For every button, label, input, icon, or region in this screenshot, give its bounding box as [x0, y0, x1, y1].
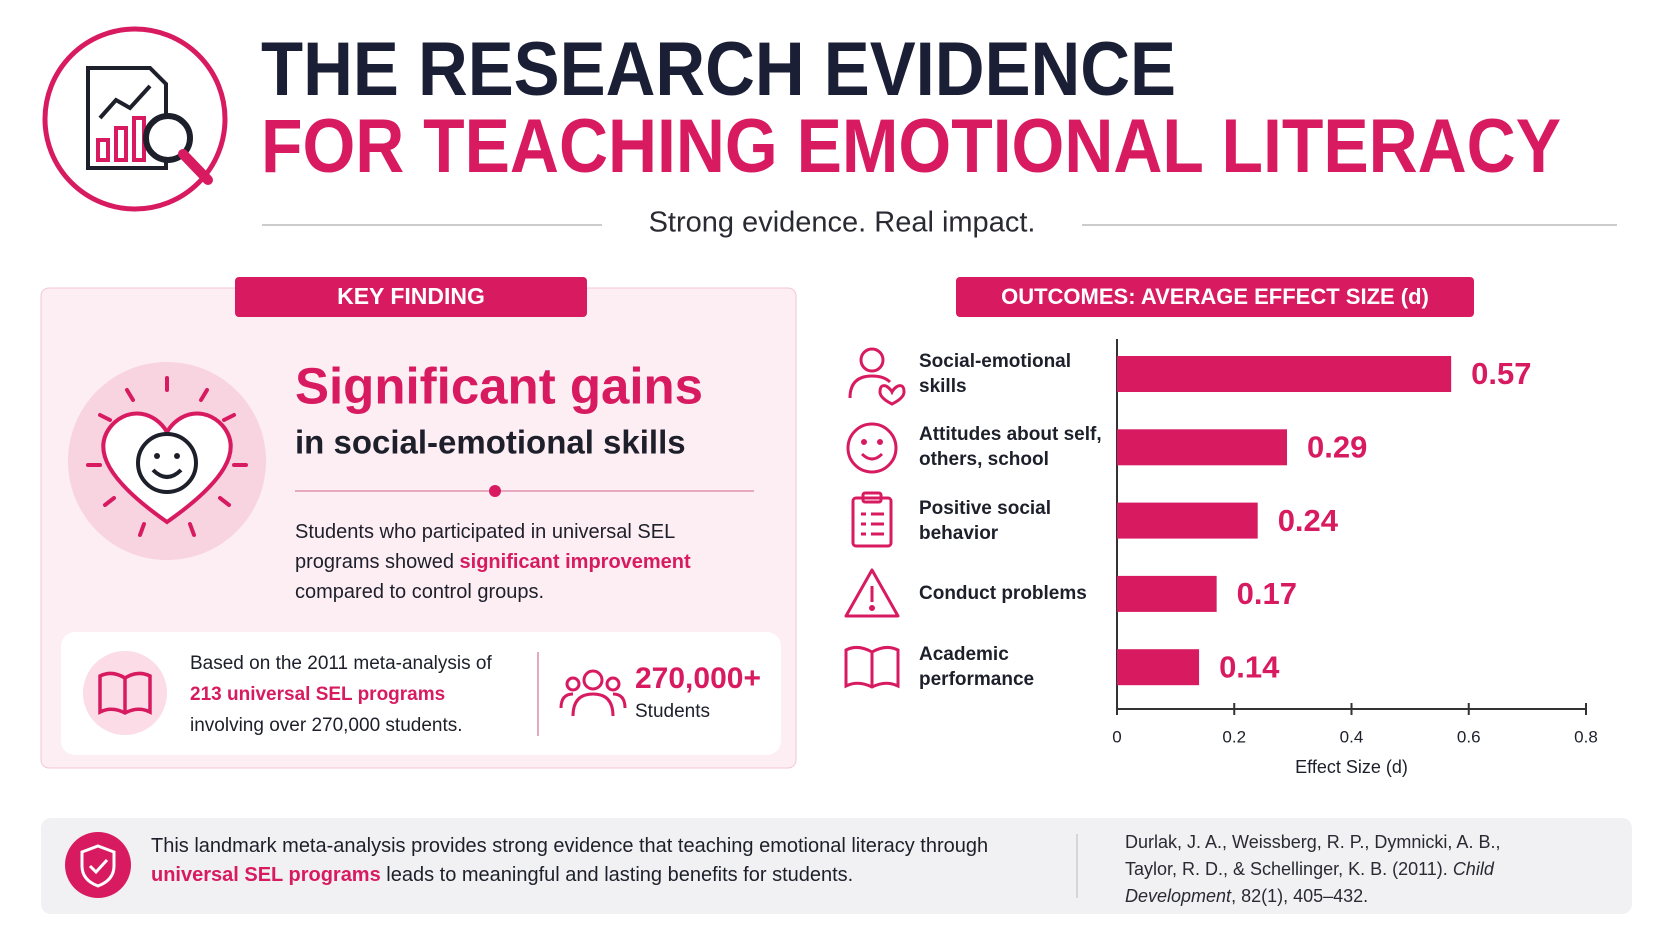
highlight: universal SEL programs [151, 864, 381, 886]
category-label: Social-emotional skills [919, 351, 1072, 397]
bar [1117, 649, 1200, 686]
category-icons [844, 347, 906, 689]
x-tick-label: 0.2 [1222, 727, 1246, 746]
bar [1117, 429, 1288, 466]
bar [1117, 502, 1258, 539]
value-label: 0.57 [1471, 356, 1531, 391]
source-card [61, 632, 781, 755]
divider-dot [489, 485, 501, 497]
bar [1117, 575, 1217, 612]
chart-title: OUTCOMES: AVERAGE EFFECT SIZE (d) [1001, 284, 1429, 309]
subheading: in social-emotional skills [295, 424, 686, 461]
text: Based on the 2011 meta-analysis of [190, 653, 492, 674]
category-label: Attitudes about self, others, school [919, 424, 1102, 471]
category-label: Academic performance [919, 644, 1035, 691]
logo-icon [86, 66, 213, 185]
x-tick-label: 0 [1112, 727, 1121, 746]
tab [956, 277, 1474, 317]
journal: Child Development [1125, 859, 1494, 906]
text: leads to meaningful and lasting benefits… [380, 864, 854, 886]
category-label: Positive social behavior [919, 497, 1052, 544]
summary: This landmark meta-analysis provides str… [151, 832, 1051, 890]
x-tick-label: 0.6 [1457, 727, 1481, 746]
stat-value: 270,000+ [635, 662, 761, 695]
title-line-2: FOR TEACHING EMOTIONAL LITERACY [261, 104, 1561, 189]
people-icon [559, 669, 627, 717]
value-label: 0.24 [1278, 503, 1339, 538]
tab-label: KEY FINDING [337, 283, 485, 309]
finding-body: Students who participated in universal S… [295, 517, 740, 607]
category-label: Conduct problems [919, 583, 1087, 605]
title-line-1: THE RESEARCH EVIDENCE [261, 27, 1176, 112]
text: , 82(1), 405–432. [1231, 886, 1369, 906]
footer-panel [41, 818, 1632, 914]
value-label: 0.17 [1237, 576, 1297, 611]
value-label: 0.14 [1219, 649, 1280, 684]
text: involving over 270,000 students. [190, 715, 463, 736]
value-label: 0.29 [1307, 429, 1367, 464]
highlight: significant improvement [459, 551, 691, 573]
tab [235, 277, 587, 317]
source-text: Based on the 2011 meta-analysis of 213 u… [190, 648, 510, 741]
stat-label: Students [635, 701, 710, 722]
text: This landmark meta-analysis provides str… [151, 835, 989, 857]
x-tick-label: 0.4 [1340, 727, 1364, 746]
text: Students who participated in universal S… [295, 521, 675, 573]
subtitle: Strong evidence. Real impact. [649, 207, 1036, 239]
book-icon [98, 671, 152, 715]
eye [174, 453, 180, 459]
smiley [136, 432, 198, 494]
citation: Durlak, J. A., Weissberg, R. P., Dymnick… [1125, 829, 1545, 910]
eye [154, 453, 160, 459]
x-tick-label: 0.8 [1574, 727, 1598, 746]
highlight: 213 universal SEL programs [190, 684, 446, 705]
heading: Significant gains [295, 357, 703, 414]
shield-badge [65, 832, 131, 898]
shield-icon [80, 844, 116, 888]
text: Durlak, J. A., Weissberg, R. P., Dymnick… [1125, 832, 1501, 879]
x-axis-label: Effect Size (d) [1295, 757, 1408, 777]
text: compared to control groups. [295, 581, 545, 603]
bar [1117, 356, 1452, 392]
